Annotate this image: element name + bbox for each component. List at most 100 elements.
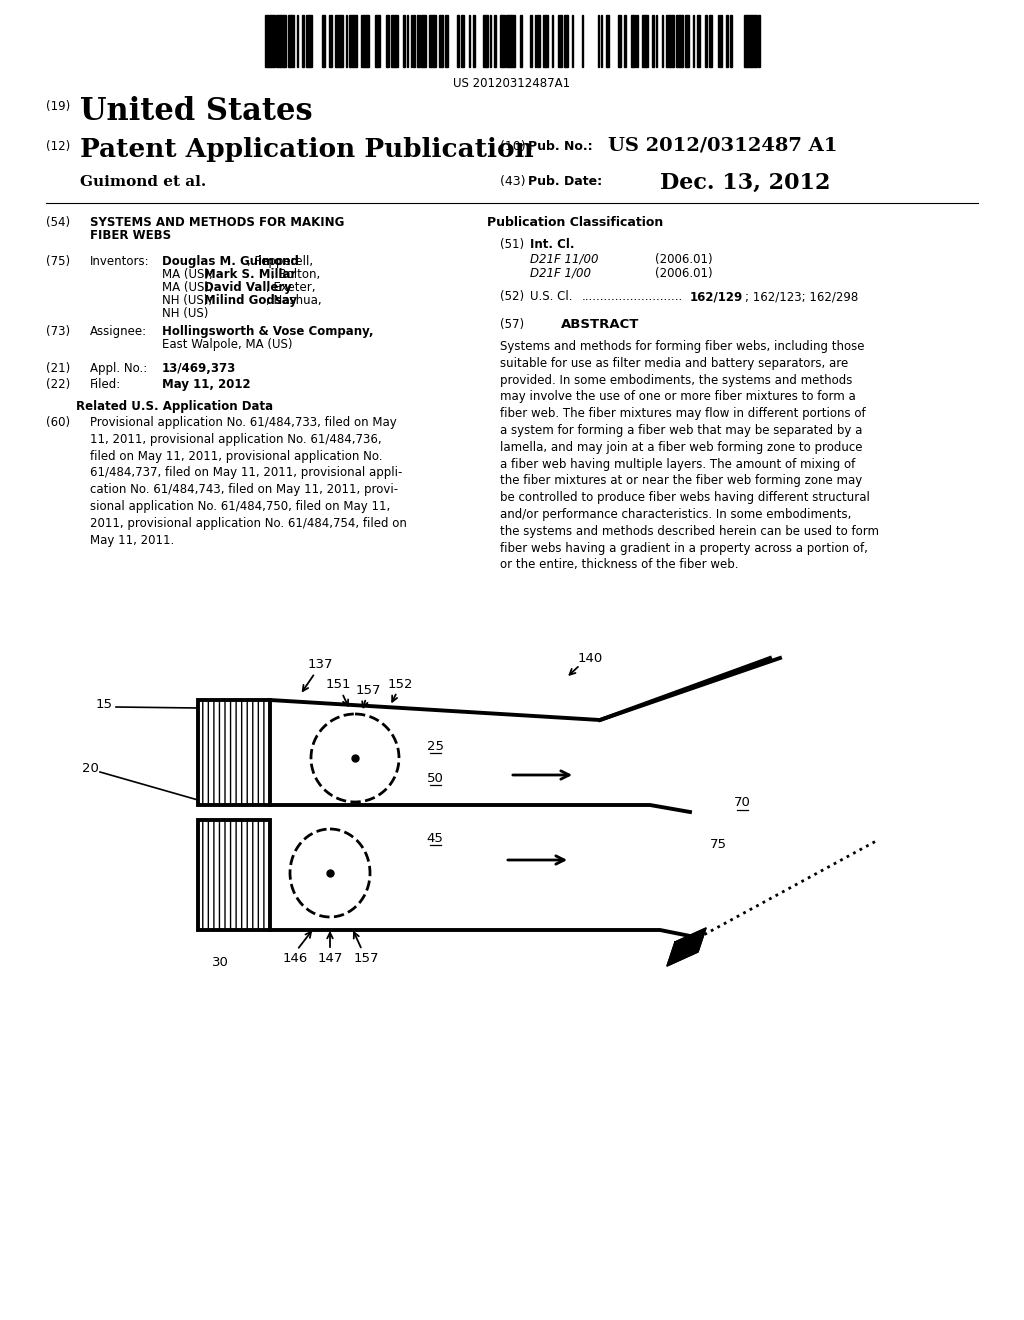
Text: (75): (75)	[46, 255, 70, 268]
Bar	[339, 15, 343, 67]
Text: 70: 70	[733, 796, 751, 809]
Bar	[483, 15, 485, 67]
Bar	[396, 15, 398, 67]
Bar	[705, 15, 707, 67]
Text: (57): (57)	[500, 318, 524, 331]
Bar	[284, 15, 286, 67]
Text: FIBER WEBS: FIBER WEBS	[90, 228, 171, 242]
Bar	[642, 15, 644, 67]
Text: 137: 137	[307, 659, 333, 672]
Bar	[445, 15, 449, 67]
Bar	[558, 15, 562, 67]
Bar	[290, 15, 294, 67]
Text: United States: United States	[80, 96, 312, 127]
Text: 50: 50	[427, 771, 443, 784]
Bar	[267, 15, 271, 67]
Text: SYSTEMS AND METHODS FOR MAKING: SYSTEMS AND METHODS FOR MAKING	[90, 216, 344, 228]
Text: East Walpole, MA (US): East Walpole, MA (US)	[162, 338, 293, 351]
Text: Filed:: Filed:	[90, 378, 121, 391]
Bar	[636, 15, 638, 67]
Text: ; 162/123; 162/298: ; 162/123; 162/298	[745, 290, 858, 304]
Bar	[500, 15, 502, 67]
Bar	[429, 15, 431, 67]
Text: 151: 151	[326, 678, 351, 692]
Text: 152: 152	[387, 677, 413, 690]
Bar	[697, 15, 699, 67]
Bar	[461, 15, 464, 67]
Bar	[485, 15, 487, 67]
Text: 75: 75	[710, 838, 726, 851]
Bar	[376, 15, 378, 67]
Bar	[670, 15, 673, 67]
Bar	[422, 15, 425, 67]
Text: (43): (43)	[500, 176, 529, 187]
Bar	[746, 15, 748, 67]
Polygon shape	[667, 928, 706, 966]
Bar	[546, 15, 548, 67]
Bar	[750, 15, 752, 67]
Bar	[403, 15, 406, 67]
Bar	[378, 15, 380, 67]
Bar	[361, 15, 364, 67]
Bar	[387, 15, 389, 67]
Text: 13/469,373: 13/469,373	[162, 362, 237, 375]
Text: Assignee:: Assignee:	[90, 325, 147, 338]
Bar	[439, 15, 443, 67]
Text: D21F 1/00: D21F 1/00	[530, 267, 591, 280]
Text: Milind Godsay: Milind Godsay	[205, 294, 298, 308]
Text: D21F 11/00: D21F 11/00	[530, 253, 598, 267]
Bar	[273, 15, 275, 67]
Text: Mark S. Millar: Mark S. Millar	[205, 268, 297, 281]
Bar	[350, 15, 352, 67]
Bar	[709, 15, 711, 67]
Bar	[511, 15, 515, 67]
Text: Provisional application No. 61/484,733, filed on May
11, 2011, provisional appli: Provisional application No. 61/484,733, …	[90, 416, 407, 546]
Bar	[667, 15, 670, 67]
Bar	[618, 15, 621, 67]
Text: (10): (10)	[500, 140, 529, 153]
Bar	[473, 15, 475, 67]
Bar	[280, 15, 284, 67]
Text: 157: 157	[355, 684, 381, 697]
Text: Appl. No.:: Appl. No.:	[90, 362, 147, 375]
Bar	[730, 15, 732, 67]
Text: 140: 140	[578, 652, 603, 664]
Text: , Exeter,: , Exeter,	[266, 281, 315, 294]
Text: 25: 25	[427, 739, 443, 752]
Text: Int. Cl.: Int. Cl.	[530, 238, 574, 251]
Text: US 2012/0312487 A1: US 2012/0312487 A1	[608, 137, 838, 154]
Text: 147: 147	[317, 952, 343, 965]
Bar	[288, 15, 290, 67]
Bar	[434, 15, 436, 67]
Bar	[302, 15, 304, 67]
Text: NH (US);: NH (US);	[162, 294, 216, 308]
Text: Patent Application Publication: Patent Application Publication	[80, 137, 534, 162]
Text: NH (US): NH (US)	[162, 308, 208, 319]
Text: 157: 157	[353, 952, 379, 965]
Bar	[352, 15, 356, 67]
Text: , Nashua,: , Nashua,	[266, 294, 322, 308]
Text: (54): (54)	[46, 216, 70, 228]
Text: (2006.01): (2006.01)	[655, 253, 713, 267]
Bar	[726, 15, 728, 67]
Bar	[748, 15, 750, 67]
Text: (19): (19)	[46, 100, 71, 114]
Bar	[676, 15, 679, 67]
Text: May 11, 2012: May 11, 2012	[162, 378, 251, 391]
Bar	[329, 15, 332, 67]
Text: (12): (12)	[46, 140, 71, 153]
Bar	[646, 15, 648, 67]
Text: US 20120312487A1: US 20120312487A1	[454, 77, 570, 90]
Bar	[530, 15, 532, 67]
Ellipse shape	[290, 829, 370, 917]
Text: Inventors:: Inventors:	[90, 255, 150, 268]
Bar	[198, 820, 270, 931]
Text: (51): (51)	[500, 238, 524, 251]
Bar	[322, 15, 325, 67]
Bar	[364, 15, 367, 67]
Text: 20: 20	[82, 762, 98, 775]
Bar	[391, 15, 395, 67]
Text: Guimond et al.: Guimond et al.	[80, 176, 206, 189]
Text: Dec. 13, 2012: Dec. 13, 2012	[660, 172, 830, 194]
Text: Related U.S. Application Data: Related U.S. Application Data	[77, 400, 273, 413]
